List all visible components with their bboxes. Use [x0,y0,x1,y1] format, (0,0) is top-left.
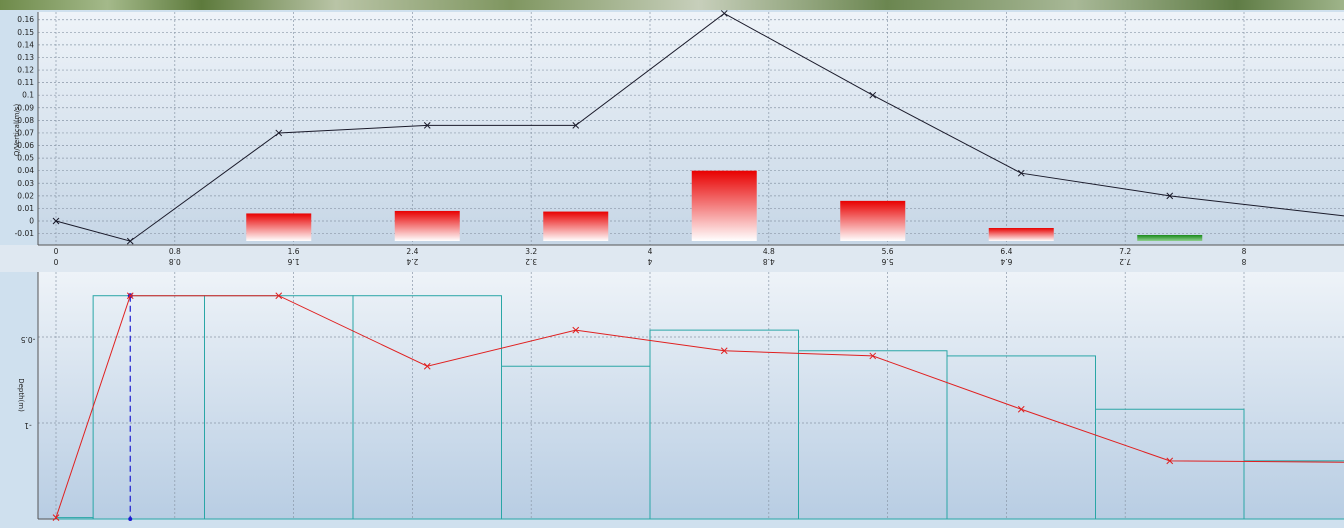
top-y-tick-label: 0.14 [17,40,34,49]
top-y-tick-label: 0.15 [17,28,34,37]
background-strip [0,0,1344,10]
top-chart: 0 0.8 1.6 2.4 3.2 4 4.8 5.6 6.4 7.2 8 -0.01 0 0.01 0.0… [13,10,1344,256]
bottom-x-tick-label: 8 [1241,257,1246,266]
velocity-bar [246,213,312,241]
discharge-point [126,237,134,245]
discharge-point [1017,169,1025,177]
bottom-x-tick-label: 4 [647,257,652,266]
discharge-point [275,129,283,137]
top-y-tick-label: 0.12 [17,66,34,75]
top-x-tick-label: 6.4 [1000,247,1012,256]
bottom-x-tick-label: 3.2 [525,257,537,266]
top-y-tick-label: 0.04 [17,166,34,175]
bottom-x-tick-label: 5.6 [881,257,893,266]
bottom-plot-area [38,272,1344,519]
top-x-tick-label: 2.4 [406,247,418,256]
depth-step [1243,460,1344,520]
bottom-y-tick-label: -0.5 [20,335,35,344]
velocity-bar [988,228,1054,241]
top-x-tick-label: 4 [648,247,653,256]
depth-point [1166,457,1174,465]
top-x-tick-label: 7.2 [1119,247,1131,256]
top-y-tick-label: 0.05 [17,154,34,163]
top-x-tick-label: 5.6 [882,247,894,256]
depth-point [275,292,283,300]
depth-point [720,347,728,355]
discharge-point [52,217,60,225]
discharge-point [572,122,580,129]
top-y-tick-label: 0.13 [17,53,34,62]
discharge-point [720,10,728,17]
velocity-bar [543,211,609,241]
axis-band [0,245,1344,272]
top-y-tick-label: -0.01 [15,229,35,238]
depth-point [1017,405,1025,413]
discharge-point [869,91,877,99]
top-y-tick-label: 0.07 [17,128,34,137]
depth-point [869,352,877,360]
bottom-x-tick-label: 4.8 [763,257,775,266]
bottom-x-tick-label: 2.4 [406,257,418,266]
discharge-point [1166,192,1174,200]
velocity-bar [1137,235,1203,241]
bottom-x-tick-label: 1.6 [287,257,299,266]
bottom-y-axis-label: Depth(m) [17,378,25,412]
top-x-tick-label: 0 [54,247,59,256]
selected-base-marker [128,517,133,521]
top-y-tick-label: 0.08 [17,116,34,125]
depth-point [423,362,431,370]
top-plot-area [38,12,1344,245]
top-x-tick-label: 1.6 [288,247,300,256]
bottom-x-tick-label: 6.4 [1000,257,1012,266]
top-y-tick-label: 0.09 [17,103,34,112]
bottom-x-tick-label: 0 [53,257,58,266]
top-y-tick-label: 0.11 [17,78,34,87]
depth-point [52,514,60,521]
depth-point [572,326,580,334]
depth-point [126,292,134,300]
bottom-x-tick-label: 0.8 [169,257,181,266]
top-x-tick-label: 8 [1242,247,1247,256]
velocity-bar [691,170,757,241]
top-x-tick-label: 3.2 [525,247,537,256]
bottom-chart: 0 0.8 1.6 2.4 3.2 4 4.8 5.6 6.4 7.2 8 -0.5 -1 Depth(m… [17,257,1344,521]
top-y-tick-label: 0.06 [17,141,34,150]
top-x-tick-label: 0.8 [169,247,181,256]
top-y-tick-label: 0 [29,217,34,226]
top-x-tick-label: 4.8 [763,247,775,256]
top-y-tick-label: 0.16 [17,15,34,24]
discharge-point [423,122,431,129]
top-y-axis-label: Q/Vertical(m/s) [13,104,21,157]
top-y-tick-label: 0.02 [17,191,34,200]
velocity-bar [394,210,460,241]
velocity-bar [840,200,906,241]
bottom-x-tick-label: 7.2 [1119,257,1131,266]
top-y-tick-label: 0.03 [17,179,34,188]
bottom-y-tick-label: -1 [24,421,32,430]
top-y-tick-label: 0.1 [22,91,34,100]
top-y-tick-label: 0.01 [17,204,34,213]
